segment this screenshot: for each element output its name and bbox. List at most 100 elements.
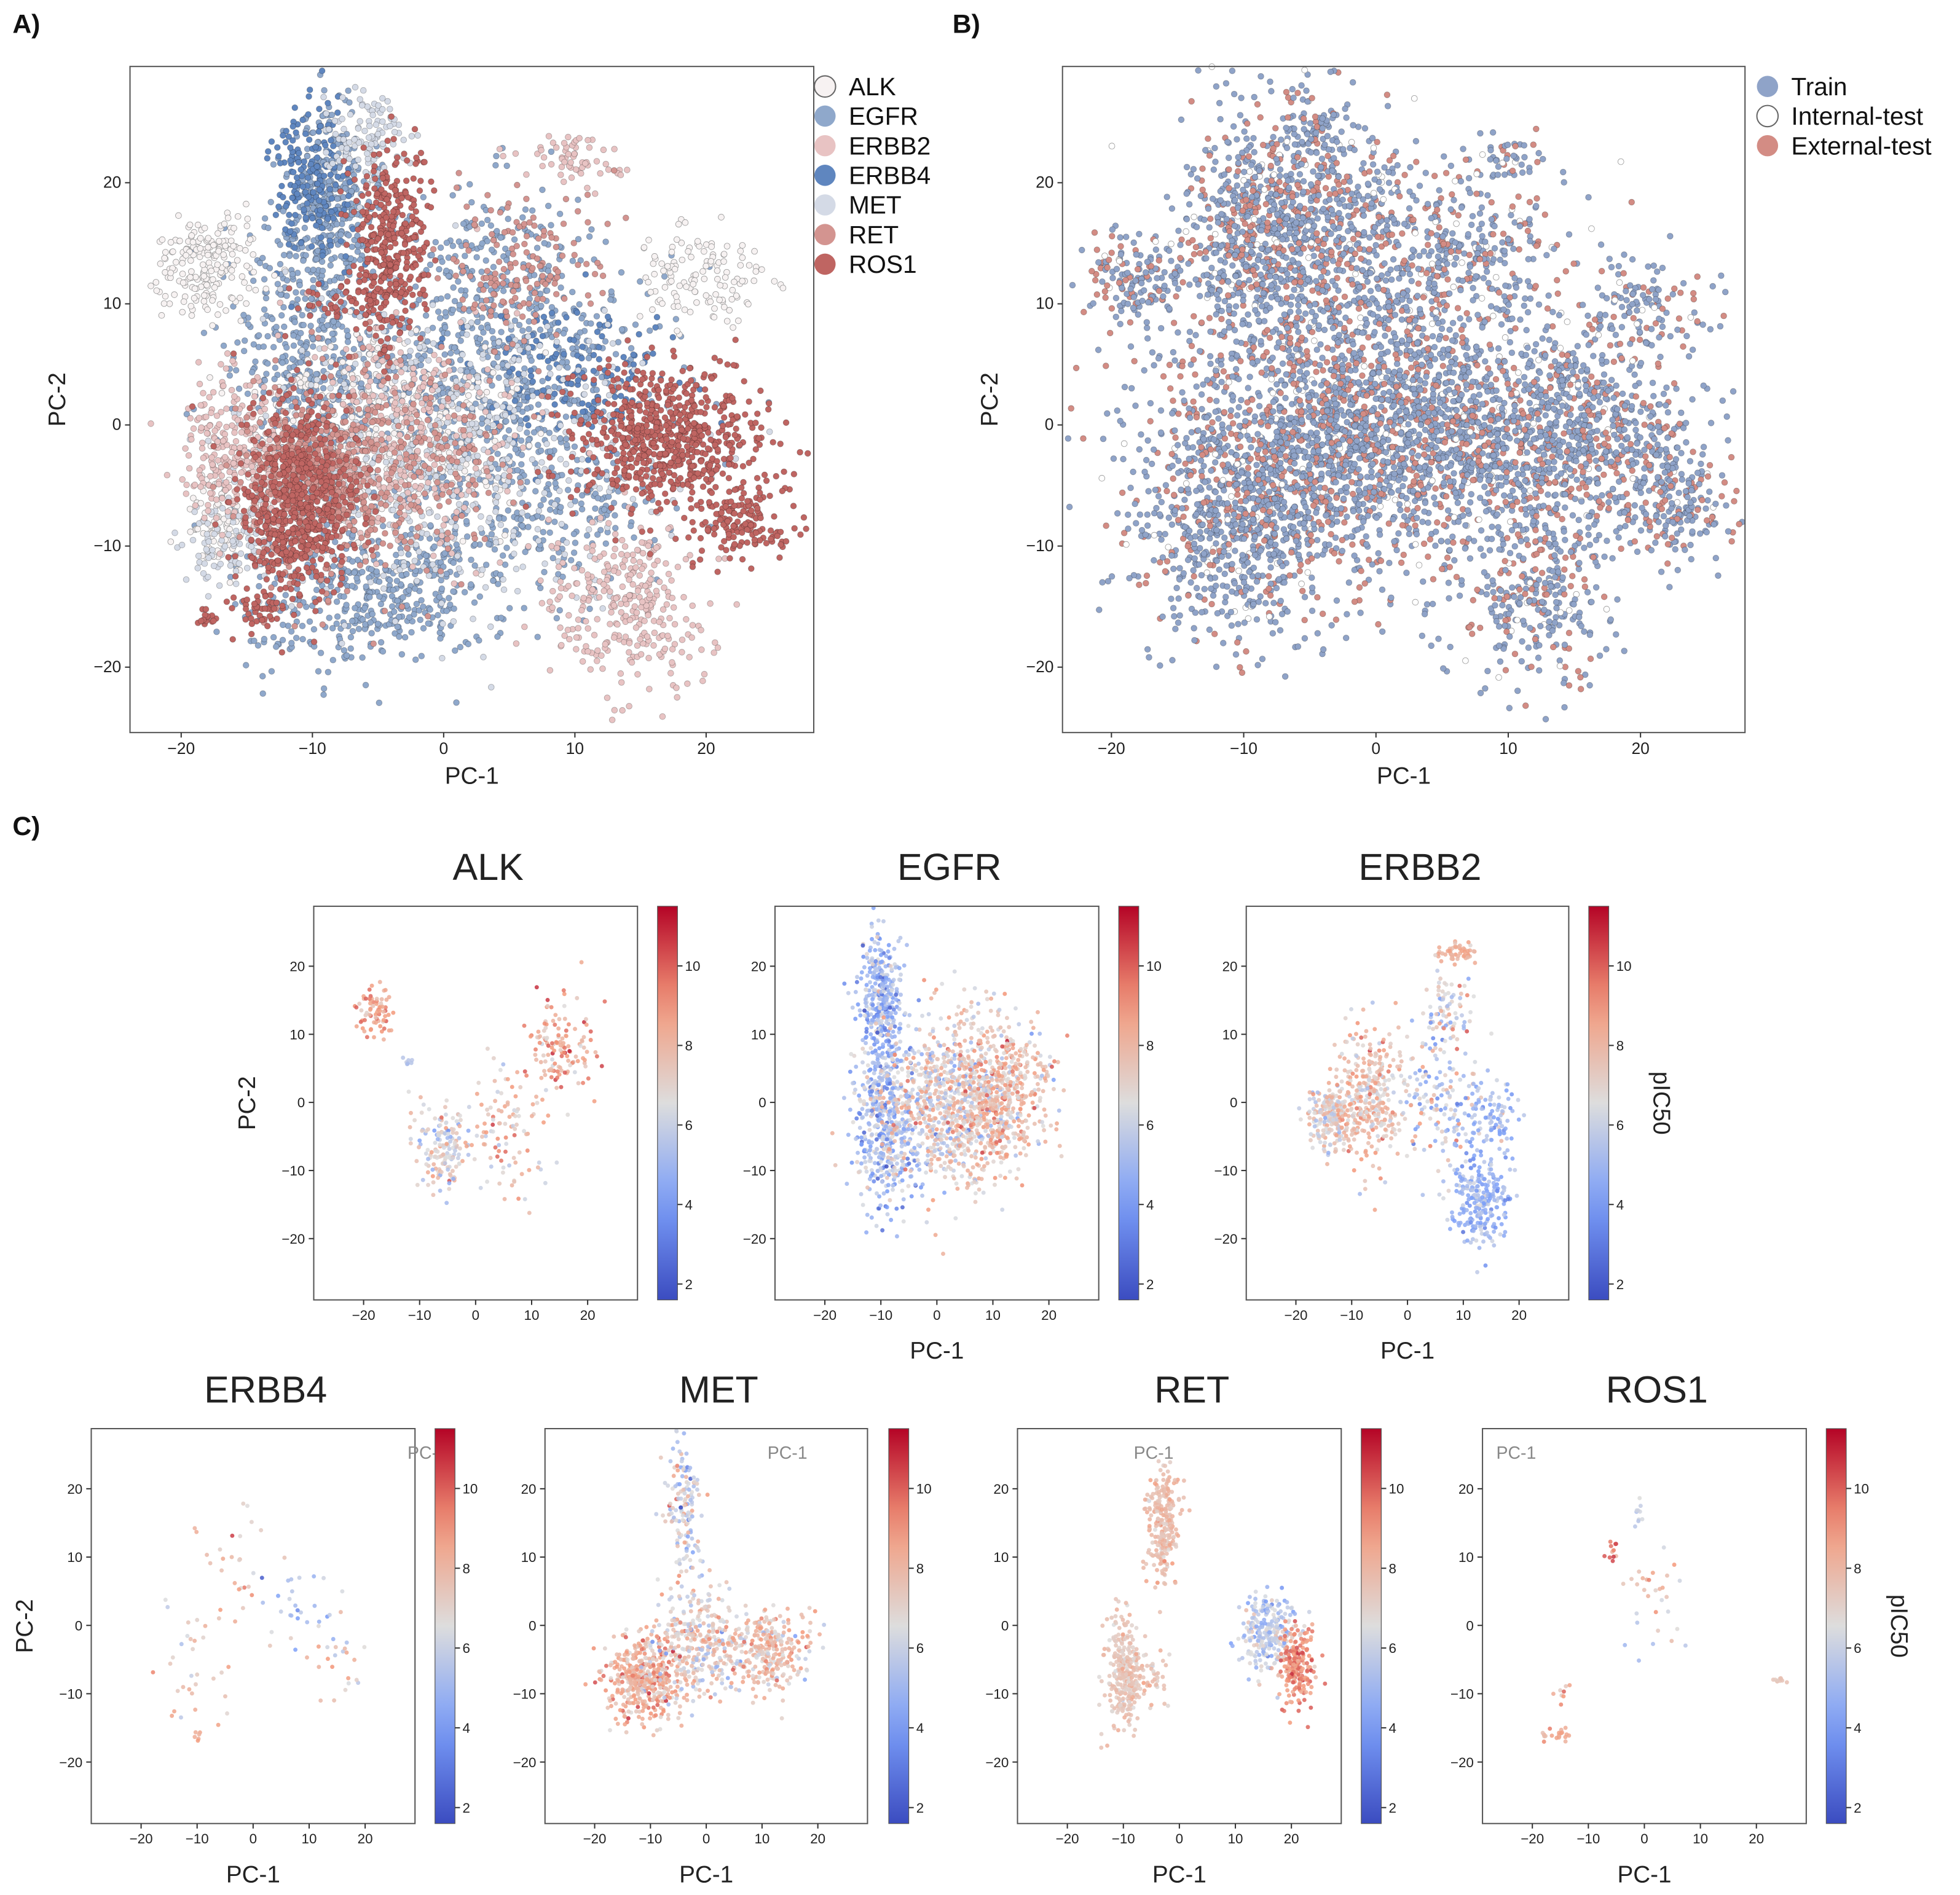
data-point-erbb2	[199, 445, 205, 452]
data-point-egfr	[344, 602, 350, 608]
data-point-met	[451, 394, 457, 401]
data-point-egfr	[423, 552, 429, 559]
data-point-erbb2	[683, 616, 689, 622]
data-point-egfr	[594, 532, 600, 538]
data-point-met	[494, 415, 500, 421]
data-point-met	[439, 621, 446, 627]
data-point-alk	[205, 245, 211, 251]
data-point-alk	[650, 307, 656, 313]
data-point-alk	[148, 283, 154, 289]
data-point-erbb2	[602, 641, 608, 648]
data-point-egfr	[500, 288, 506, 294]
data-point-met	[493, 509, 499, 515]
data-point-egfr	[418, 362, 424, 368]
data-point-egfr	[572, 398, 578, 404]
data-point-erbb2	[401, 473, 407, 479]
data-point-alk	[202, 225, 208, 231]
data-point-met	[487, 624, 494, 630]
data-point-met	[439, 655, 445, 661]
data-point-egfr	[438, 577, 444, 583]
data-point-erbb2	[565, 583, 572, 589]
data-point-alk	[729, 296, 735, 302]
data-point-erbb4	[289, 221, 295, 227]
data-point-alk	[650, 261, 656, 267]
data-point-egfr	[584, 533, 590, 539]
data-point-erbb2	[277, 300, 283, 306]
data-point-egfr	[433, 239, 439, 245]
data-point-met	[200, 570, 207, 576]
data-point-egfr	[313, 256, 320, 262]
data-point-egfr	[320, 385, 326, 391]
data-point-alk	[263, 286, 269, 292]
data-point-egfr	[492, 546, 498, 552]
data-point-egfr	[293, 289, 299, 296]
data-point-erbb2	[611, 568, 617, 574]
data-point-met	[216, 583, 222, 589]
data-point-egfr	[412, 284, 419, 290]
data-point-erbb4	[621, 354, 627, 360]
data-point-met	[430, 340, 436, 347]
data-point-erbb2	[675, 564, 681, 570]
data-point-egfr	[305, 267, 311, 273]
data-point-met	[506, 405, 513, 411]
data-point-erbb2	[637, 559, 643, 565]
data-point-egfr	[264, 371, 270, 377]
data-point-erbb2	[379, 358, 385, 364]
data-point-egfr	[345, 339, 351, 345]
data-point-erbb2	[640, 550, 646, 556]
data-point-erbb2	[633, 625, 639, 631]
data-point-egfr	[328, 262, 334, 269]
data-point-erbb2	[549, 588, 556, 594]
data-point-erbb2	[397, 467, 403, 473]
data-point-egfr	[504, 545, 510, 551]
data-point-met	[392, 563, 398, 570]
data-point-met	[192, 509, 198, 515]
data-point-egfr	[444, 294, 451, 300]
data-point-met	[230, 538, 236, 544]
data-point-alk	[675, 221, 682, 227]
data-point-met	[556, 488, 562, 494]
data-point-erbb2	[425, 480, 431, 486]
data-point-egfr	[253, 359, 259, 365]
data-point-egfr	[272, 376, 278, 382]
data-point-met	[370, 112, 376, 118]
data-point-erbb4	[293, 130, 299, 136]
data-point-egfr	[612, 512, 618, 519]
data-point-erbb2	[454, 433, 460, 439]
data-point-erbb2	[642, 618, 648, 624]
panel-label-c: C)	[12, 812, 40, 841]
data-point-erbb2	[237, 445, 243, 451]
data-point-erbb2	[466, 374, 473, 380]
data-point-erbb4	[274, 144, 280, 151]
data-point-egfr	[325, 323, 331, 329]
data-point-met	[424, 531, 430, 537]
data-point-alk	[490, 370, 496, 376]
data-point-egfr	[519, 328, 525, 334]
data-point-erbb2	[612, 531, 618, 537]
data-point-met	[219, 505, 226, 511]
data-point-alk	[675, 304, 681, 310]
data-point-egfr	[357, 257, 363, 263]
data-point-erbb2	[214, 413, 220, 419]
data-point-egfr	[451, 560, 457, 566]
data-point-egfr	[346, 232, 352, 238]
data-point-met	[412, 558, 418, 564]
data-point-erbb2	[585, 626, 591, 632]
data-point-egfr	[304, 351, 310, 357]
data-point-egfr	[462, 253, 468, 259]
data-point-erbb2	[343, 347, 349, 353]
data-point-alk	[159, 312, 165, 318]
data-point-erbb2	[230, 460, 237, 466]
data-point-erbb2	[192, 482, 198, 488]
data-point-erbb2	[200, 390, 207, 396]
data-point-met	[478, 525, 484, 532]
data-point-erbb4	[568, 381, 574, 387]
data-point-met	[332, 118, 338, 124]
data-point-erbb2	[220, 438, 226, 444]
data-point-erbb2	[477, 390, 483, 396]
data-point-met	[206, 555, 212, 561]
data-point-erbb2	[546, 517, 552, 523]
data-point-egfr	[420, 194, 427, 200]
data-point-erbb2	[370, 393, 376, 399]
data-point-egfr	[444, 331, 451, 337]
